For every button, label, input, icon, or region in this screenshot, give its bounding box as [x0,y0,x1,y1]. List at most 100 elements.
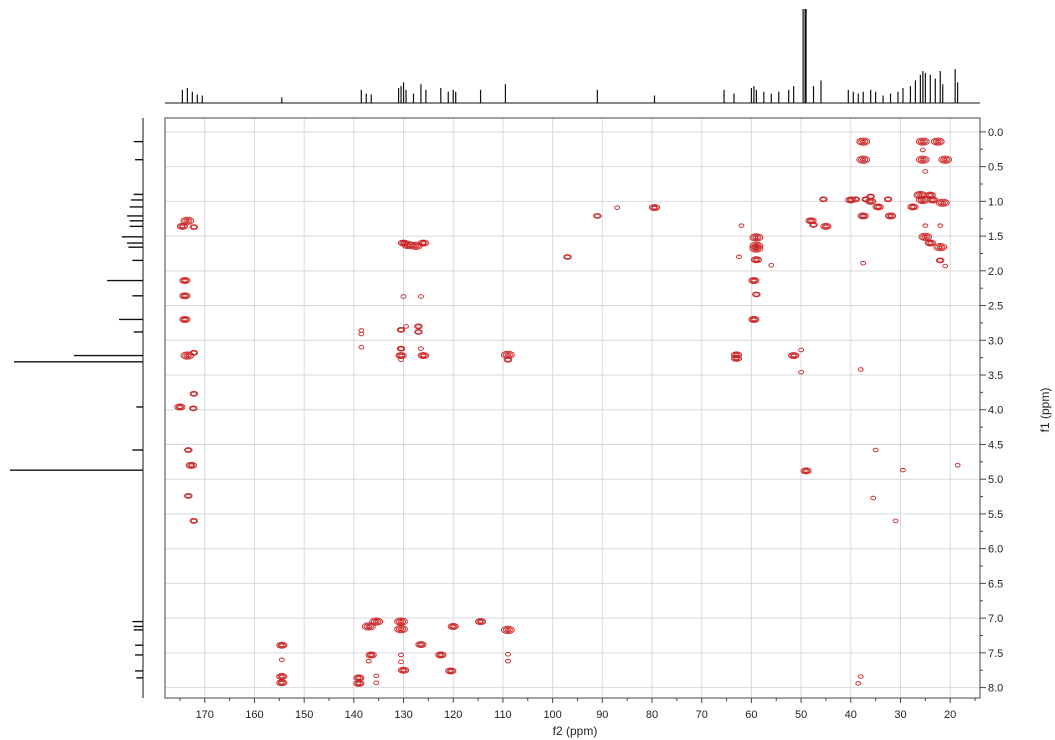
contour-ring [190,518,198,524]
contour-ring [190,224,198,230]
contour-ring [930,198,936,202]
contour-ring [884,212,897,220]
y-tick-label: 3.0 [988,335,1003,347]
x-tick-label: 150 [295,709,313,721]
contour-ring [276,679,288,687]
contour-ring [821,223,831,229]
cross-peak [185,461,197,469]
contour-ring [859,157,867,162]
cross-peak [954,463,961,468]
contour-ring [752,257,761,263]
contour-ring [184,493,193,499]
cross-peak [919,147,926,153]
cross-peak [648,204,661,212]
cross-peak [189,349,199,356]
contour-ring [356,681,362,686]
contour-ring [189,349,199,356]
contour-ring [936,245,944,250]
x-tick-label: 60 [745,709,757,721]
contour-ring [856,137,871,146]
cross-peak [918,232,933,241]
contour-ring [367,652,376,658]
contour-ring [921,158,925,162]
contour-ring [182,317,188,322]
contour-ring [504,357,512,362]
f2-projection-trace [165,9,980,104]
contour-ring [733,356,740,361]
contour-ring [900,467,906,473]
y-tick-label: 0.5 [988,162,1003,174]
contour-ring [860,260,867,266]
contour-ring [867,194,874,199]
contour-ring [922,223,929,228]
contour-ring [182,217,193,224]
contour-ring [477,619,484,624]
contour-ring [920,233,931,240]
cross-peak [798,369,805,375]
cross-peak [353,679,365,687]
cross-peak [870,495,877,501]
contour-ring [801,468,811,474]
contour-ring [403,324,409,329]
cross-peak [414,323,423,330]
contour-ring [277,680,286,686]
contour-ring [179,224,186,229]
cross-peak [933,243,948,252]
contour-ring [809,222,818,228]
y-tick-label: 7.5 [988,648,1003,660]
cross-peak [414,329,423,335]
cross-peak [358,331,365,337]
contour-ring [502,626,513,633]
contour-ring [415,329,422,335]
cross-peak [365,651,377,659]
contour-ring [934,139,942,144]
contour-ring [857,674,864,679]
cross-peak [924,239,936,247]
cross-peak [892,518,899,524]
contour-ring [919,157,927,162]
contour-ring [752,291,761,298]
x-tick-label: 50 [795,709,807,721]
contour-ring [365,658,372,664]
contour-ring [614,205,621,210]
cross-peak [788,352,800,360]
cross-peak [417,352,429,360]
contour-ring [399,667,408,673]
cross-peak [884,212,897,220]
contour-ring [176,222,188,230]
contour-ring [855,681,862,686]
cross-peak [276,673,288,680]
cross-peak [750,256,762,264]
contour-ring [398,659,405,665]
contour-ring [751,278,757,283]
contour-ring [754,247,759,250]
x-tick-label: 70 [696,709,708,721]
contour-ring [354,680,363,687]
contour-ring [182,294,188,298]
cross-peak [396,345,406,352]
contour-ring [276,641,288,649]
contour-ring [190,350,198,355]
cross-peak [563,254,572,260]
cross-peak [373,680,380,685]
cross-peak [403,324,409,329]
contour-ring [937,223,944,228]
contour-ring [933,243,948,252]
cross-peak [189,518,199,524]
x-tick-label: 20 [944,709,956,721]
contour-ring [417,294,424,299]
contour-ring [874,204,883,210]
cross-peak [916,155,930,164]
contour-ring [180,216,195,225]
contour-ring [448,669,454,673]
contour-ring [189,390,199,397]
contour-ring [593,213,602,219]
contour-ring [184,353,191,358]
contour-ring [184,218,191,223]
cross-peak [189,224,199,230]
contour-ring [501,350,515,359]
contour-ring [356,676,362,680]
contour-ring [738,223,745,228]
contour-ring [417,346,424,351]
